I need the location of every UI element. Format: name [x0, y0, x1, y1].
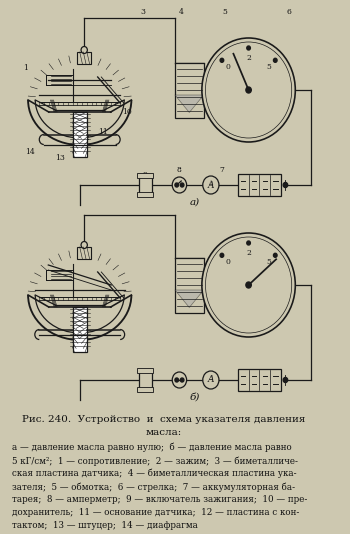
Text: A: A — [208, 180, 214, 190]
Text: б): б) — [189, 392, 200, 402]
Circle shape — [203, 176, 219, 194]
Text: 8: 8 — [177, 166, 182, 174]
Circle shape — [205, 42, 292, 138]
Bar — [72, 112, 87, 157]
Text: 5: 5 — [266, 258, 271, 266]
Text: тарея;  8 — амперметр;  9 — включатель зажигания;  10 — пре-: тарея; 8 — амперметр; 9 — включатель заж… — [12, 495, 308, 504]
Text: Рис. 240.  Устройство  и  схема указателя давления: Рис. 240. Устройство и схема указателя д… — [22, 415, 305, 424]
Text: 6: 6 — [287, 8, 292, 16]
Circle shape — [172, 372, 187, 388]
Bar — [238, 174, 281, 196]
Circle shape — [273, 253, 277, 257]
Circle shape — [81, 241, 88, 248]
Text: 9: 9 — [143, 171, 148, 179]
Text: 14: 14 — [26, 148, 35, 156]
Circle shape — [172, 177, 187, 193]
Circle shape — [202, 233, 295, 337]
Text: масла:: масла: — [145, 428, 181, 437]
Bar — [72, 307, 87, 352]
Bar — [137, 173, 153, 178]
Text: 5: 5 — [266, 64, 271, 72]
Bar — [175, 257, 204, 312]
Text: тактом;  13 — штуцер;  14 — диафрагма: тактом; 13 — штуцер; 14 — диафрагма — [12, 521, 198, 530]
Bar — [137, 192, 153, 197]
Text: A: A — [208, 375, 214, 384]
Circle shape — [203, 371, 219, 389]
Bar — [175, 62, 204, 117]
Circle shape — [247, 46, 250, 50]
Text: 2: 2 — [246, 249, 251, 257]
Bar — [77, 52, 91, 64]
Text: а — давление масла равно нулю;  б — давление масла равно: а — давление масла равно нулю; б — давле… — [12, 443, 292, 452]
Circle shape — [220, 253, 224, 257]
Text: зателя;  5 — обмотка;  6 — стрелка;  7 — аккумуляторная ба-: зателя; 5 — обмотка; 6 — стрелка; 7 — ак… — [12, 482, 295, 491]
Circle shape — [246, 282, 251, 288]
Text: 0: 0 — [226, 258, 231, 266]
Text: 5: 5 — [222, 8, 227, 16]
Circle shape — [81, 46, 88, 53]
Circle shape — [175, 378, 178, 382]
Circle shape — [283, 183, 288, 187]
Circle shape — [180, 183, 184, 187]
Text: 7: 7 — [219, 166, 224, 174]
Text: 0: 0 — [226, 64, 231, 72]
Text: 5 кГ/см²;  1 — сопротивление;  2 — зажим;  3 — биметалличе-: 5 кГ/см²; 1 — сопротивление; 2 — зажим; … — [12, 456, 298, 466]
Text: 11: 11 — [98, 128, 108, 136]
Text: △: △ — [209, 374, 213, 380]
Text: дохранитель;  11 — основание датчика;  12 — пластина с кон-: дохранитель; 11 — основание датчика; 12 … — [12, 508, 300, 517]
Text: 10: 10 — [122, 108, 132, 116]
Bar — [238, 369, 281, 391]
Bar — [139, 371, 152, 389]
Circle shape — [283, 378, 288, 382]
Text: △: △ — [209, 179, 213, 185]
Text: а): а) — [190, 198, 200, 207]
Bar — [137, 368, 153, 373]
Bar — [139, 176, 152, 194]
Text: 12: 12 — [80, 134, 90, 142]
Text: 2: 2 — [82, 48, 87, 56]
Bar — [137, 387, 153, 392]
Text: ская пластина датчика;  4 — биметаллическая пластина ука-: ская пластина датчика; 4 — биметаллическ… — [12, 469, 297, 478]
Text: 13: 13 — [55, 154, 65, 162]
Circle shape — [202, 38, 295, 142]
Circle shape — [175, 183, 178, 187]
Polygon shape — [175, 95, 204, 113]
Text: 3: 3 — [140, 8, 145, 16]
Circle shape — [205, 237, 292, 333]
Text: 4: 4 — [179, 8, 184, 16]
Text: 1: 1 — [23, 64, 28, 72]
Circle shape — [220, 58, 224, 62]
Circle shape — [247, 241, 250, 245]
Polygon shape — [175, 290, 204, 308]
Circle shape — [246, 87, 251, 93]
Circle shape — [180, 378, 184, 382]
Bar — [77, 247, 91, 259]
Text: 2: 2 — [246, 54, 251, 62]
Circle shape — [273, 58, 277, 62]
